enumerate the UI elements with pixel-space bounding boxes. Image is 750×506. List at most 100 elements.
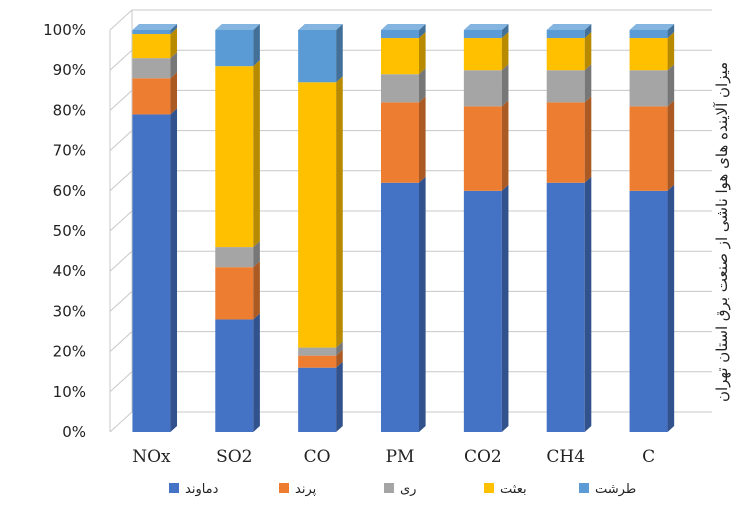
y-tick-label: 10% — [53, 383, 86, 401]
bar-side — [253, 241, 260, 268]
bar-front — [132, 34, 171, 59]
bar-side — [667, 64, 675, 107]
x-category-label: CH4 — [546, 447, 585, 467]
bar-front — [546, 182, 585, 432]
bar-side — [170, 28, 178, 59]
bar-front — [298, 30, 337, 83]
bar-top — [132, 24, 178, 30]
bar-side — [667, 100, 675, 191]
bar-front — [629, 30, 668, 39]
bar-side — [419, 68, 426, 103]
legend-item: طرشت — [579, 482, 636, 497]
bar-front — [546, 38, 585, 71]
bar-side — [501, 184, 509, 432]
x-category-label: SO2 — [216, 447, 252, 467]
bar-segment — [463, 24, 509, 39]
bar-segment — [629, 64, 675, 107]
bar-segment — [546, 64, 592, 103]
bar-segment — [298, 341, 343, 356]
bar-segment — [463, 100, 509, 191]
bar-front — [215, 247, 254, 268]
bar-side — [584, 96, 592, 183]
bar-front — [381, 74, 419, 103]
bar-segment — [546, 176, 592, 432]
bar-side — [667, 24, 675, 39]
bar-front — [298, 82, 337, 348]
bar-segment — [298, 361, 343, 432]
bar-front — [629, 38, 668, 71]
y-tick-label: 100% — [43, 21, 86, 39]
bars — [132, 24, 675, 433]
bar-side — [584, 32, 592, 71]
x-category-label: C — [642, 447, 655, 467]
bar-side — [336, 24, 343, 83]
y-tick-label: 30% — [53, 302, 86, 320]
y-axis-ticks: 0% 10% 20% 30% 40% 50% 60% 70% 80% 90% 100% — [43, 21, 86, 441]
bar-front — [463, 106, 502, 191]
bar-side — [667, 184, 675, 432]
bar-front — [463, 38, 502, 71]
bar-front — [215, 30, 254, 67]
bar-front — [546, 30, 585, 39]
bar-segment — [215, 313, 260, 432]
legend-swatch — [279, 483, 289, 493]
bar-side — [336, 349, 343, 368]
y-tick-label: 40% — [53, 262, 86, 280]
bar-front — [629, 106, 668, 191]
legend-swatch — [384, 483, 394, 493]
bar-segment — [132, 52, 178, 79]
bar-front — [546, 102, 585, 183]
bar-front — [381, 182, 419, 432]
bar-top — [381, 24, 426, 30]
bar-segment — [215, 261, 260, 320]
bar-front — [381, 102, 419, 183]
bar-segment — [132, 28, 178, 59]
bar-side — [501, 24, 509, 39]
bar-side — [336, 76, 343, 348]
legend-item: پرند — [279, 482, 317, 497]
bar-front — [381, 30, 419, 39]
bar-segment — [546, 32, 592, 71]
bar-side — [253, 313, 260, 432]
bar-side — [667, 32, 675, 71]
bar-top — [463, 24, 509, 30]
x-category-label: PM — [386, 447, 415, 467]
bar-segment — [381, 176, 426, 432]
y-tick-label: 80% — [53, 101, 86, 119]
bar-segment — [546, 24, 592, 39]
bar-side — [501, 64, 509, 107]
x-category-label: CO — [304, 447, 331, 467]
bar-front — [215, 267, 254, 320]
bar-front — [629, 190, 668, 432]
y-axis-label: میزان آلاینده های هوا ناشی از صنعت برق ا… — [713, 62, 731, 402]
bar-side — [584, 64, 592, 103]
bar-front — [215, 66, 254, 248]
bar-top — [629, 24, 675, 30]
bar-segment — [132, 108, 178, 433]
bar-segment — [132, 24, 178, 35]
bar-side — [253, 60, 260, 248]
legend-label: طرشت — [595, 482, 636, 497]
bar-segment — [629, 32, 675, 71]
bar-top — [546, 24, 592, 30]
bar-side — [253, 24, 260, 67]
bar-side — [336, 361, 343, 432]
bar-front — [463, 30, 502, 39]
bar-side — [419, 96, 426, 183]
bar-segment — [298, 76, 343, 348]
bar-segment — [215, 24, 260, 67]
bar-front — [298, 347, 337, 356]
bar-segment — [629, 24, 675, 39]
bar-segment — [132, 72, 178, 115]
legend-label: پرند — [295, 482, 317, 497]
bar-front — [629, 70, 668, 107]
bar-front — [298, 355, 337, 368]
bar-side — [253, 261, 260, 320]
bar-side — [419, 24, 426, 39]
legend-swatch — [579, 483, 589, 493]
bar-side — [584, 176, 592, 432]
legend-swatch — [484, 483, 494, 493]
bar-front — [132, 30, 171, 35]
bar-segment — [381, 24, 426, 39]
x-category-label: NOx — [132, 447, 171, 467]
